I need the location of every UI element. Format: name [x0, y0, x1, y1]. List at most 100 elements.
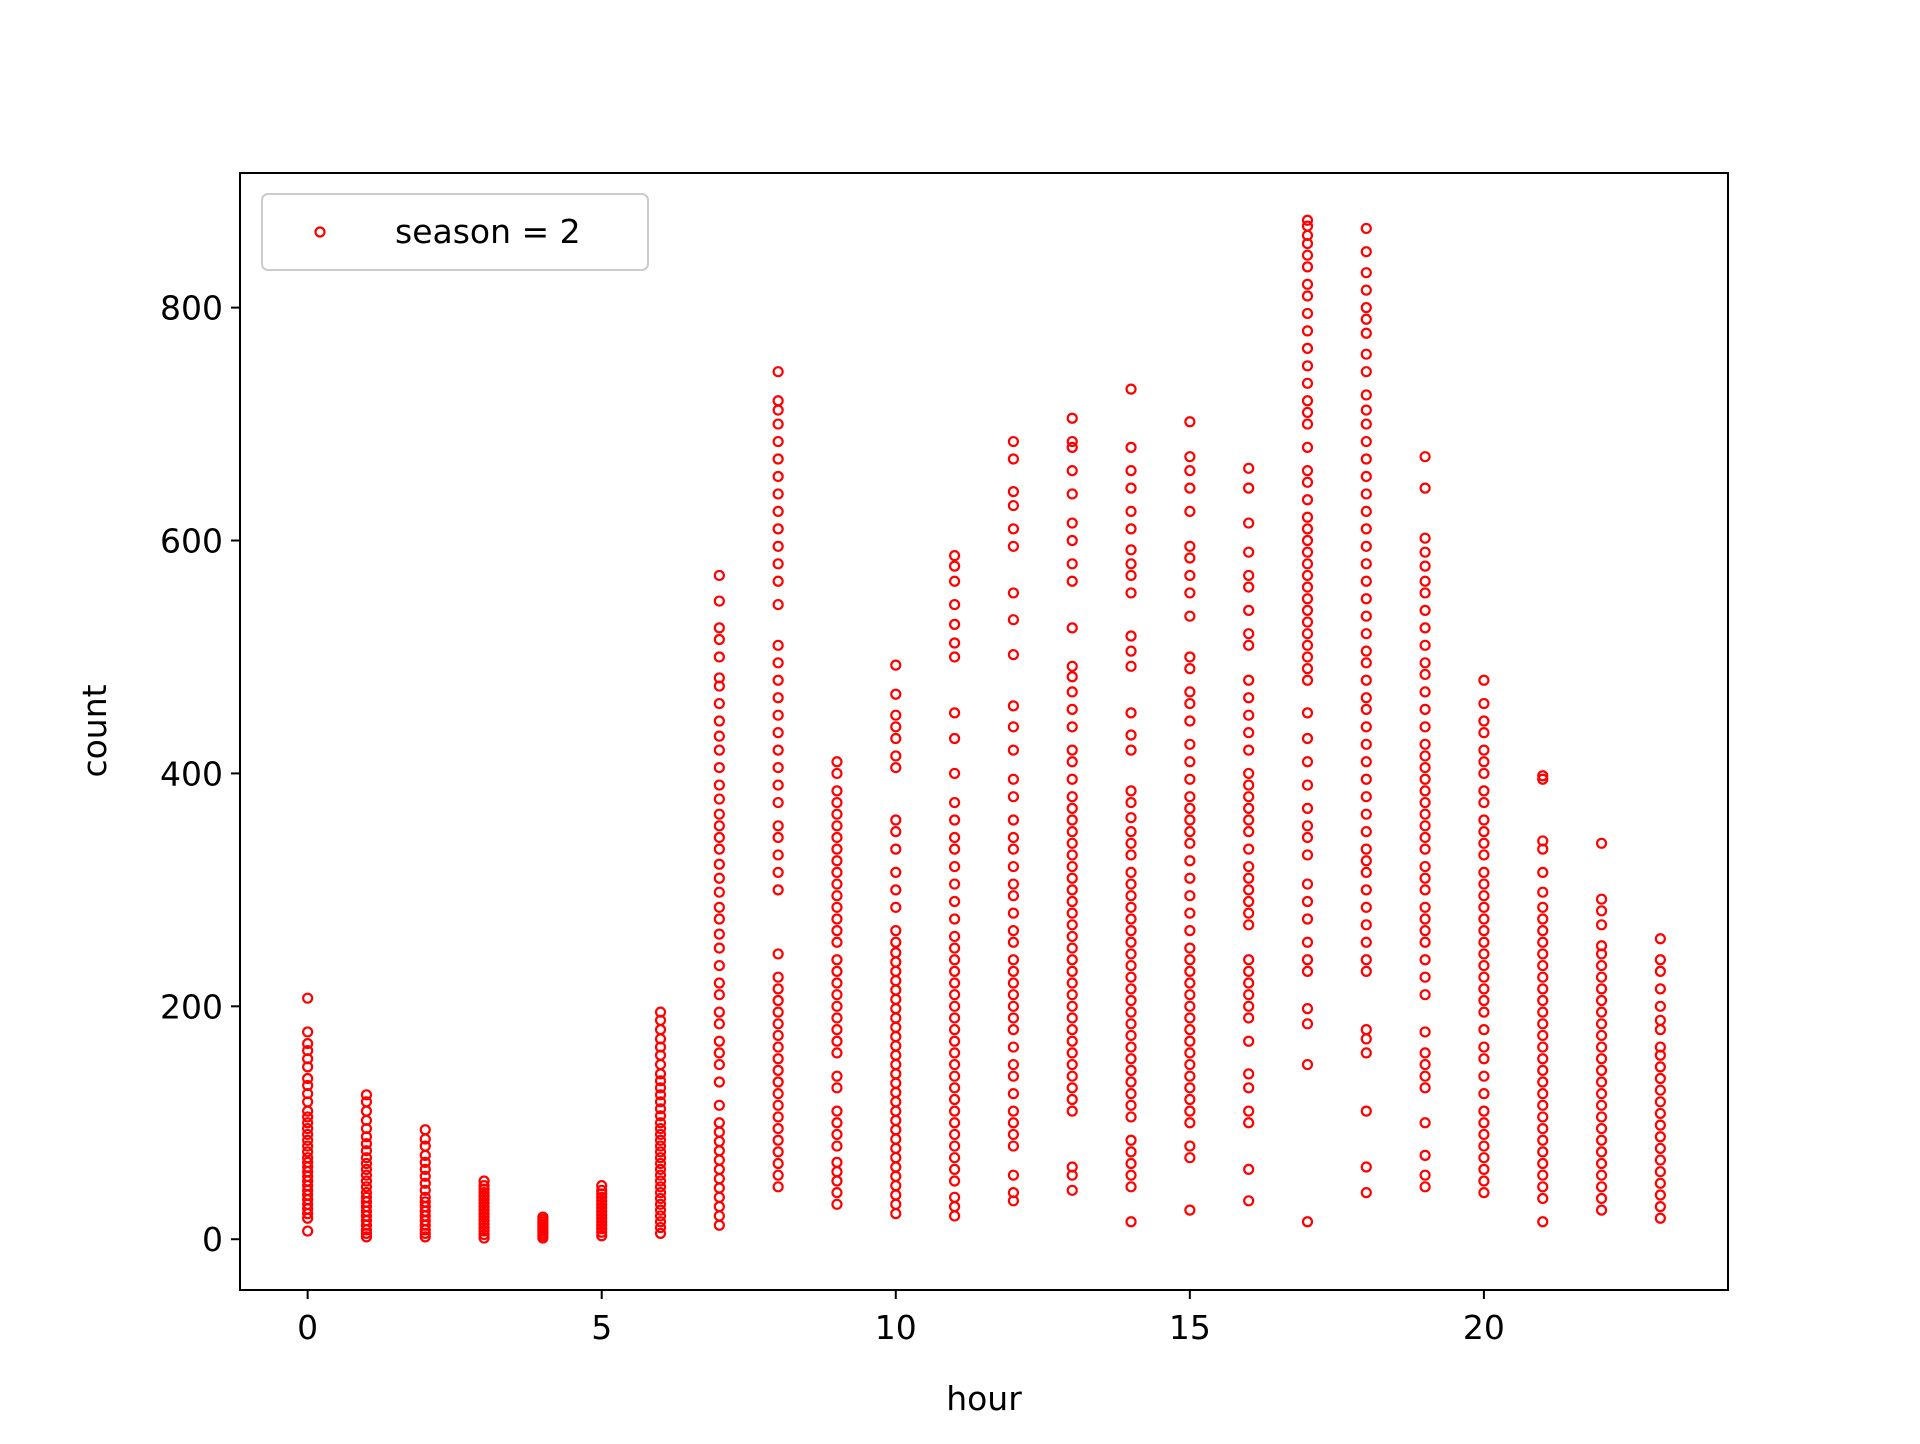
data-point [948, 831, 961, 844]
data-point [713, 744, 725, 756]
data-point [1478, 849, 1490, 861]
data-points [302, 214, 1666, 1244]
data-point [1301, 674, 1314, 686]
data-point [302, 1156, 314, 1168]
data-point [1007, 860, 1020, 873]
data-point [1478, 796, 1490, 809]
data-point [419, 1196, 431, 1208]
data-point [1184, 465, 1196, 477]
data-point [948, 1047, 961, 1059]
data-point [1007, 1058, 1020, 1071]
data-point [1419, 1047, 1431, 1059]
data-point [713, 942, 725, 954]
data-point [360, 1145, 373, 1157]
data-point [1478, 878, 1490, 890]
data-point [1301, 377, 1314, 389]
data-point [1066, 1070, 1078, 1082]
data-point [596, 1216, 608, 1228]
data-point [302, 1134, 314, 1146]
data-point [1595, 983, 1608, 995]
data-point [1125, 796, 1137, 809]
data-point [713, 913, 725, 925]
data-point [1184, 540, 1196, 552]
data-point [713, 761, 725, 774]
x-tick-label: 20 [1463, 1308, 1505, 1347]
data-point [1184, 1058, 1196, 1071]
data-point [1419, 1082, 1431, 1094]
data-point [713, 886, 725, 898]
data-point [1184, 965, 1196, 977]
data-point [1360, 540, 1372, 552]
data-point [1243, 727, 1255, 739]
data-point [1595, 1122, 1608, 1135]
y-axis-label: count [75, 684, 114, 777]
data-point [1066, 1047, 1078, 1059]
data-point [1243, 1035, 1255, 1047]
data-point [1419, 913, 1431, 925]
data-point [948, 1117, 961, 1129]
data-point [1419, 532, 1431, 544]
data-point [596, 1191, 608, 1203]
data-point [1478, 1175, 1490, 1187]
data-point [1007, 965, 1020, 977]
data-point [1654, 933, 1666, 945]
data-point [1478, 1088, 1490, 1100]
data-point [1301, 1216, 1314, 1228]
data-point [1184, 663, 1196, 675]
data-point [1301, 802, 1314, 814]
data-point [654, 1082, 667, 1094]
data-point [772, 1134, 784, 1146]
data-point [948, 989, 961, 1001]
data-point [1478, 901, 1490, 913]
data-point [772, 1053, 784, 1065]
data-point [596, 1212, 608, 1224]
data-point [948, 1140, 961, 1152]
data-point [890, 721, 902, 733]
data-point [1419, 796, 1431, 809]
data-point [1066, 802, 1078, 814]
data-point [1066, 773, 1078, 785]
data-point [1066, 517, 1078, 529]
data-point [1066, 837, 1078, 849]
data-point [1301, 494, 1314, 506]
data-point [1654, 1000, 1666, 1012]
data-point [831, 796, 843, 809]
data-point [772, 761, 784, 774]
data-point [1243, 1068, 1255, 1080]
data-point [1243, 462, 1255, 474]
data-point [1243, 884, 1255, 896]
data-point [1301, 604, 1314, 616]
data-point [1301, 441, 1314, 453]
data-point [1419, 773, 1431, 785]
data-point [1301, 534, 1314, 547]
data-point [1537, 1146, 1549, 1158]
data-point [1243, 1082, 1255, 1094]
data-point [948, 860, 961, 873]
data-point [596, 1219, 608, 1231]
legend-entry-label: season = 2 [395, 212, 581, 251]
data-point [772, 540, 784, 552]
data-point [831, 831, 843, 844]
data-point [831, 1198, 843, 1210]
data-point [831, 808, 843, 820]
data-point [1301, 261, 1314, 273]
data-point [1595, 1029, 1608, 1042]
data-point [1184, 826, 1196, 838]
data-point [302, 1152, 314, 1164]
data-point [1243, 1117, 1255, 1129]
data-point [1537, 1076, 1549, 1088]
data-point [890, 866, 902, 879]
data-point [1184, 1204, 1196, 1216]
data-point [1419, 451, 1431, 463]
data-point [1184, 1024, 1196, 1036]
data-point [654, 1152, 667, 1164]
data-point [1419, 971, 1431, 983]
data-point [302, 1111, 314, 1123]
data-point [1419, 1117, 1431, 1129]
data-point [654, 1134, 667, 1146]
data-point [1595, 1053, 1608, 1065]
data-point [1066, 791, 1078, 803]
data-point [1184, 552, 1196, 564]
data-point [1007, 1105, 1020, 1117]
data-point [831, 1000, 843, 1012]
